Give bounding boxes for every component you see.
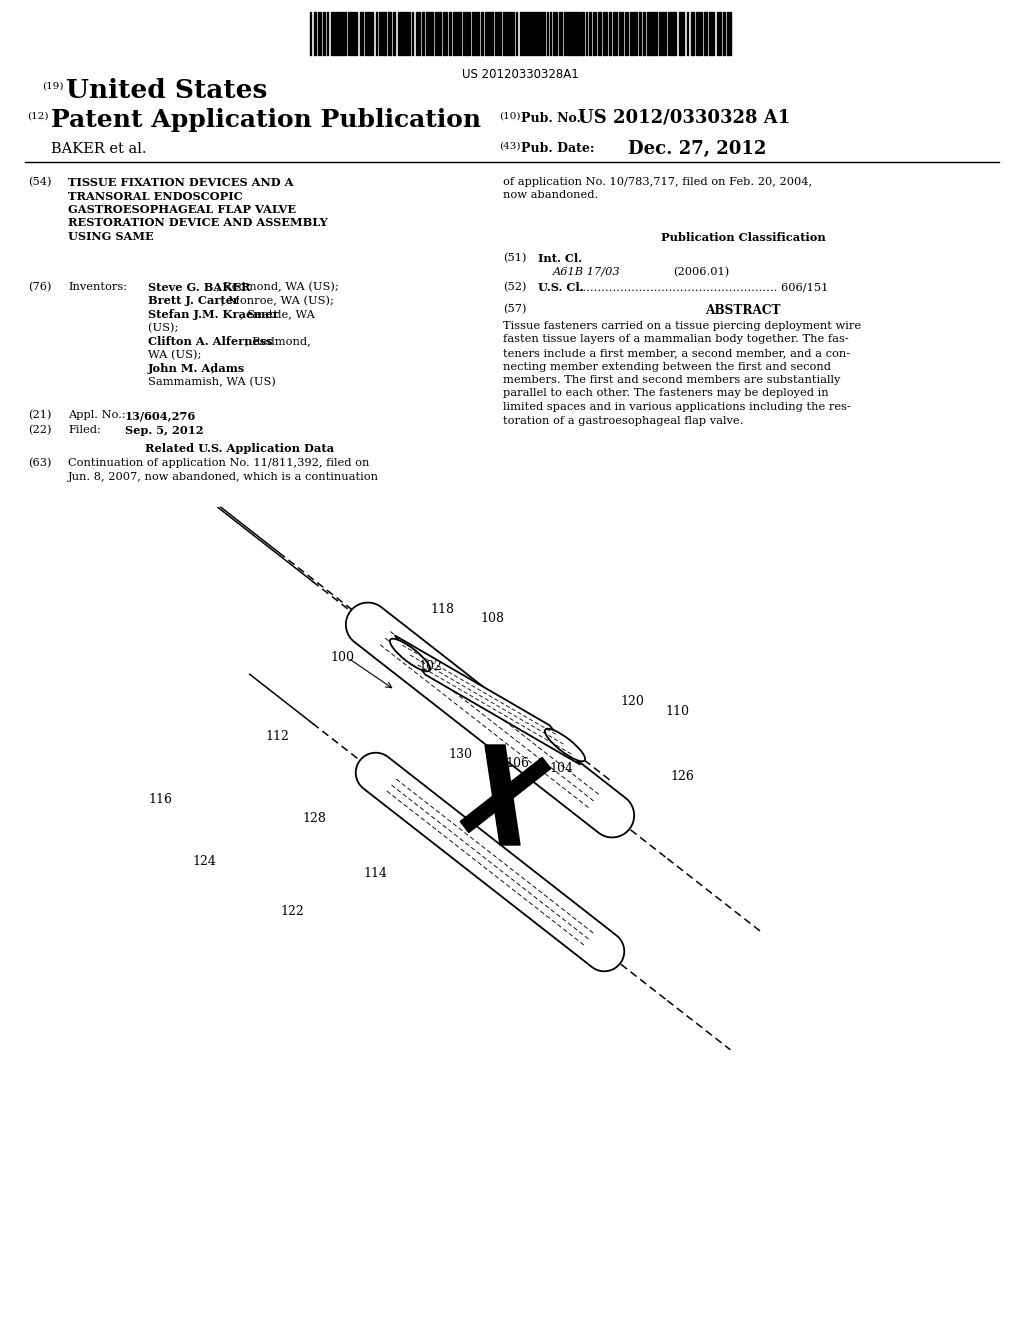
Text: TISSUE FIXATION DEVICES AND A: TISSUE FIXATION DEVICES AND A [68, 177, 294, 187]
Text: now abandoned.: now abandoned. [503, 190, 598, 201]
Text: 112: 112 [265, 730, 289, 743]
Text: 128: 128 [302, 812, 326, 825]
Text: 130: 130 [449, 748, 472, 762]
Text: , Monroe, WA (US);: , Monroe, WA (US); [221, 296, 334, 306]
Text: WA (US);: WA (US); [148, 350, 205, 360]
Polygon shape [485, 744, 520, 845]
Text: US 2012/0330328 A1: US 2012/0330328 A1 [578, 110, 791, 127]
Text: (76): (76) [28, 282, 51, 292]
Text: GASTROESOPHAGEAL FLAP VALVE: GASTROESOPHAGEAL FLAP VALVE [68, 205, 296, 215]
Text: 116: 116 [148, 793, 172, 807]
Text: fasten tissue layers of a mammalian body together. The fas-: fasten tissue layers of a mammalian body… [503, 334, 849, 345]
Text: RESTORATION DEVICE AND ASSEMBLY: RESTORATION DEVICE AND ASSEMBLY [68, 218, 328, 228]
Text: , Seattle, WA: , Seattle, WA [241, 309, 315, 319]
Text: (10): (10) [499, 112, 520, 121]
Text: 100: 100 [330, 651, 354, 664]
Polygon shape [355, 752, 625, 972]
Text: Patent Application Publication: Patent Application Publication [51, 108, 481, 132]
Text: John M. Adams: John M. Adams [148, 363, 246, 374]
Text: ABSTRACT: ABSTRACT [706, 304, 780, 317]
Text: (57): (57) [503, 304, 526, 314]
Text: , Redmond,: , Redmond, [245, 337, 310, 346]
Text: toration of a gastroesophageal flap valve.: toration of a gastroesophageal flap valv… [503, 416, 743, 425]
Text: US 20120330328A1: US 20120330328A1 [462, 69, 579, 81]
Text: 106: 106 [505, 756, 529, 770]
Text: members. The first and second members are substantially: members. The first and second members ar… [503, 375, 841, 385]
Text: Int. Cl.: Int. Cl. [538, 253, 582, 264]
Text: (43): (43) [499, 143, 520, 150]
Text: Continuation of application No. 11/811,392, filed on: Continuation of application No. 11/811,3… [68, 458, 370, 469]
Text: Pub. No.:: Pub. No.: [521, 112, 586, 125]
Text: necting member extending between the first and second: necting member extending between the fir… [503, 362, 831, 371]
Text: Steve G. BAKER: Steve G. BAKER [148, 282, 251, 293]
Text: (52): (52) [503, 282, 526, 292]
Text: teners include a first member, a second member, and a con-: teners include a first member, a second … [503, 348, 850, 358]
Ellipse shape [545, 729, 585, 762]
Text: of application No. 10/783,717, filed on Feb. 20, 2004,: of application No. 10/783,717, filed on … [503, 177, 812, 187]
Text: (12): (12) [27, 112, 48, 121]
Text: Sammamish, WA (US): Sammamish, WA (US) [148, 376, 275, 387]
Text: A61B 17/03: A61B 17/03 [553, 267, 621, 276]
Text: USING SAME: USING SAME [68, 231, 154, 242]
Text: (63): (63) [28, 458, 51, 469]
Text: Related U.S. Application Data: Related U.S. Application Data [145, 444, 335, 454]
Text: ,: , [211, 363, 215, 374]
Polygon shape [346, 602, 634, 837]
Text: Publication Classification: Publication Classification [660, 232, 825, 243]
Text: Jun. 8, 2007, now abandoned, which is a continuation: Jun. 8, 2007, now abandoned, which is a … [68, 471, 379, 482]
Ellipse shape [390, 639, 430, 672]
Text: 124: 124 [193, 855, 216, 869]
Text: Stefan J.M. Kraemer: Stefan J.M. Kraemer [148, 309, 279, 319]
Text: Filed:: Filed: [68, 425, 100, 436]
Text: Appl. No.:: Appl. No.: [68, 411, 126, 420]
Text: 122: 122 [280, 906, 304, 917]
Text: (2006.01): (2006.01) [673, 267, 729, 277]
Text: U.S. Cl.: U.S. Cl. [538, 282, 584, 293]
Text: BAKER et al.: BAKER et al. [51, 143, 146, 156]
Text: Dec. 27, 2012: Dec. 27, 2012 [628, 140, 766, 158]
Text: 110: 110 [665, 705, 689, 718]
Text: 114: 114 [362, 867, 387, 880]
Text: parallel to each other. The fasteners may be deployed in: parallel to each other. The fasteners ma… [503, 388, 828, 399]
Text: Tissue fasteners carried on a tissue piercing deployment wire: Tissue fasteners carried on a tissue pie… [503, 321, 861, 331]
Polygon shape [460, 758, 551, 833]
Text: 126: 126 [670, 770, 694, 783]
Text: (51): (51) [503, 253, 526, 263]
Text: Clifton A. Alferness: Clifton A. Alferness [148, 337, 272, 347]
Text: (21): (21) [28, 411, 51, 420]
Text: 120: 120 [620, 696, 644, 708]
Text: United States: United States [66, 78, 267, 103]
Text: (54): (54) [28, 177, 51, 187]
Polygon shape [394, 635, 581, 764]
Text: 104: 104 [549, 762, 573, 775]
Text: 13/604,276: 13/604,276 [125, 411, 197, 421]
Text: (19): (19) [42, 82, 63, 91]
Text: ..................................................... 606/151: ........................................… [575, 282, 828, 292]
Text: 118: 118 [430, 603, 454, 616]
Text: , Redmond, WA (US);: , Redmond, WA (US); [216, 282, 339, 292]
Text: TRANSORAL ENDOSCOPIC: TRANSORAL ENDOSCOPIC [68, 190, 243, 202]
Text: (US);: (US); [148, 322, 182, 333]
Text: 102: 102 [418, 660, 442, 673]
Text: Brett J. Carter: Brett J. Carter [148, 296, 239, 306]
Text: Inventors:: Inventors: [68, 282, 127, 292]
Text: Sep. 5, 2012: Sep. 5, 2012 [125, 425, 204, 436]
Text: limited spaces and in various applications including the res-: limited spaces and in various applicatio… [503, 403, 851, 412]
Text: (22): (22) [28, 425, 51, 436]
Text: Pub. Date:: Pub. Date: [521, 143, 595, 154]
Text: 108: 108 [480, 612, 504, 624]
